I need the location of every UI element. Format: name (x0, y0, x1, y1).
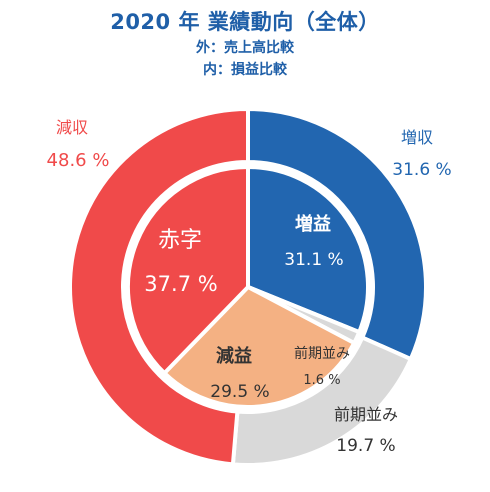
inner-slice-3 (126, 165, 250, 376)
inner-label-deficit: 赤字 (158, 228, 202, 253)
chart-subtitle-outer: 外：売上高比較 (196, 40, 294, 56)
outer-slice-2 (68, 107, 250, 467)
inner-value-increase: 31.1 % (284, 250, 343, 270)
inner-slice-2 (162, 285, 357, 409)
chart-title: 2020 年 業績動向（全体） (110, 10, 380, 34)
inner-value-deficit: 37.7 % (144, 272, 217, 296)
outer-value-flat: 19.7 % (336, 436, 395, 456)
inner-ring-profit (126, 165, 370, 409)
inner-value-flat: 1.6 % (303, 373, 340, 388)
outer-slice-0 (246, 107, 428, 362)
chart-subtitle-inner: 内：損益比較 (203, 62, 287, 78)
outer-label-decrease: 減収 (56, 118, 88, 137)
outer-ring-sales (68, 107, 428, 467)
outer-value-increase: 31.6 % (392, 160, 451, 180)
inner-label-flat: 前期並み (294, 345, 350, 362)
outer-label-increase: 増収 (401, 128, 433, 147)
inner-label-decrease: 減益 (216, 345, 252, 367)
outer-value-decrease: 48.6 % (47, 150, 110, 171)
outer-label-flat: 前期並み (334, 405, 398, 424)
inner-slice-0 (246, 165, 370, 335)
inner-label-increase: 増益 (295, 213, 331, 235)
inner-value-decrease: 29.5 % (210, 382, 269, 402)
